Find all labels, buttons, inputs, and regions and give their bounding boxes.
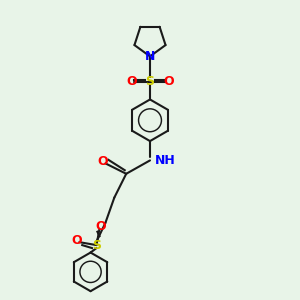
Text: NH: NH xyxy=(154,154,175,167)
Text: N: N xyxy=(145,50,155,63)
Text: S: S xyxy=(146,75,154,88)
Text: O: O xyxy=(97,155,108,168)
Text: O: O xyxy=(96,220,106,233)
Text: O: O xyxy=(126,75,136,88)
Text: S: S xyxy=(92,238,101,252)
Text: O: O xyxy=(164,75,174,88)
Text: O: O xyxy=(72,234,82,247)
